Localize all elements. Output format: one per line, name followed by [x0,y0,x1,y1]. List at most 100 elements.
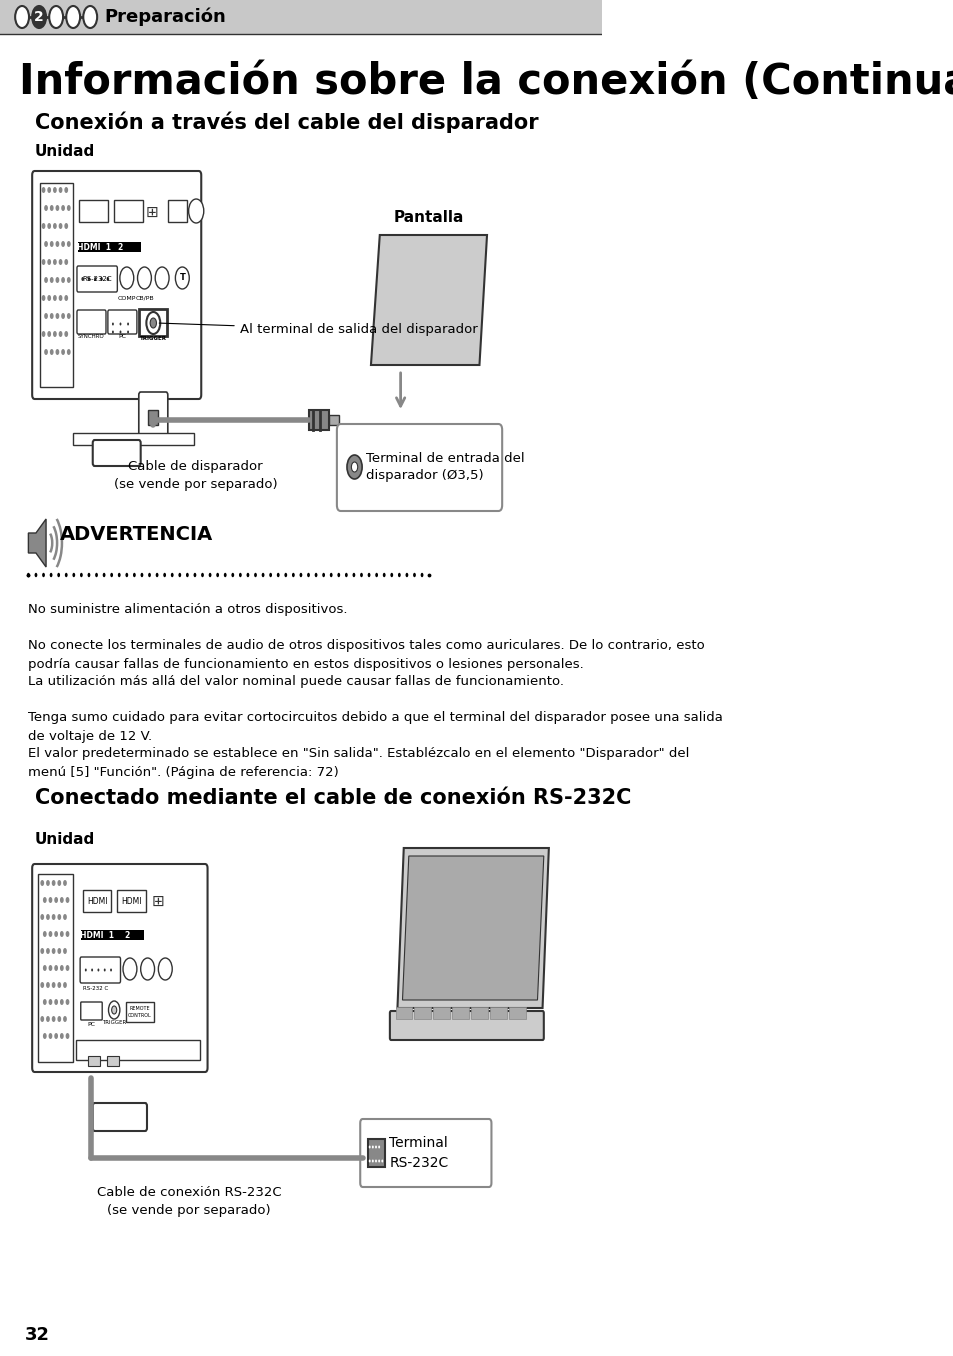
Circle shape [34,572,37,578]
FancyBboxPatch shape [414,1008,431,1018]
Circle shape [112,1006,116,1014]
Text: CB/PB: CB/PB [135,296,153,301]
Circle shape [53,296,57,301]
Text: REMOTE
CONTROL: REMOTE CONTROL [128,1006,152,1017]
Circle shape [49,1033,52,1039]
FancyBboxPatch shape [79,199,108,222]
Circle shape [261,572,264,578]
Circle shape [371,1165,372,1168]
Circle shape [364,1165,366,1168]
Circle shape [40,914,44,919]
Circle shape [72,572,75,578]
Circle shape [40,880,44,885]
Circle shape [107,277,109,281]
Text: ⊞: ⊞ [152,894,165,909]
Circle shape [123,957,136,980]
Text: 2: 2 [124,930,130,940]
Circle shape [51,880,55,885]
Circle shape [189,199,204,222]
Text: Unidad: Unidad [34,833,95,848]
Circle shape [48,331,51,338]
Circle shape [374,1165,375,1168]
Circle shape [140,572,143,578]
Text: Pantalla: Pantalla [394,209,464,225]
Circle shape [253,572,256,578]
Circle shape [50,5,63,28]
Circle shape [284,572,287,578]
Circle shape [57,880,61,885]
Text: Tenga sumo cuidado para evitar cortocircuitos debido a que el terminal del dispa: Tenga sumo cuidado para evitar cortocirc… [29,711,722,743]
Circle shape [44,348,48,355]
FancyBboxPatch shape [77,311,106,334]
Circle shape [377,1159,379,1162]
Circle shape [67,313,71,319]
Circle shape [44,241,48,247]
Circle shape [246,572,249,578]
Circle shape [42,222,46,229]
Circle shape [58,296,62,301]
FancyBboxPatch shape [81,930,144,940]
Circle shape [49,965,52,971]
Circle shape [337,572,340,578]
Circle shape [40,982,44,989]
Circle shape [61,205,65,212]
Text: Conexión a través del cable del disparador: Conexión a través del cable del disparad… [34,111,537,133]
Circle shape [299,572,302,578]
Text: Cable de conexión RS-232C
(se vende por separado): Cable de conexión RS-232C (se vende por … [97,1186,281,1216]
Circle shape [55,313,59,319]
FancyBboxPatch shape [80,957,120,983]
Text: Terminal de entrada del
disparador (Ø3,5): Terminal de entrada del disparador (Ø3,5… [366,452,524,483]
Circle shape [15,5,29,28]
Circle shape [48,187,51,193]
FancyBboxPatch shape [329,415,339,424]
Text: 2: 2 [34,9,44,24]
Circle shape [58,259,62,264]
Circle shape [375,1146,376,1149]
FancyBboxPatch shape [117,890,146,913]
Circle shape [42,296,46,301]
Circle shape [58,331,62,338]
Circle shape [376,1165,378,1168]
Circle shape [85,968,87,971]
FancyBboxPatch shape [390,1012,543,1040]
Circle shape [43,965,47,971]
Circle shape [103,572,106,578]
FancyBboxPatch shape [40,183,72,386]
Text: HDMI: HDMI [87,896,108,906]
FancyBboxPatch shape [38,875,73,1062]
Circle shape [57,982,61,989]
Circle shape [49,898,52,903]
Circle shape [186,572,189,578]
Circle shape [137,267,152,289]
Circle shape [63,914,67,919]
Circle shape [66,999,70,1005]
Text: TRIGGER: TRIGGER [140,335,167,340]
Text: PC: PC [118,334,126,339]
Circle shape [104,968,106,971]
Circle shape [112,323,113,325]
Circle shape [54,898,58,903]
FancyBboxPatch shape [32,864,208,1073]
Circle shape [377,1146,379,1149]
Circle shape [91,968,93,971]
Circle shape [381,1159,383,1162]
Circle shape [46,982,50,989]
Circle shape [42,572,45,578]
FancyBboxPatch shape [433,1008,449,1018]
Circle shape [276,572,279,578]
Circle shape [46,1016,50,1022]
Circle shape [43,999,47,1005]
FancyBboxPatch shape [452,1008,468,1018]
FancyBboxPatch shape [309,410,329,430]
Circle shape [80,572,83,578]
Circle shape [42,331,46,338]
Circle shape [64,187,68,193]
Text: La utilización más allá del valor nominal puede causar fallas de funcionamiento.: La utilización más allá del valor nomina… [29,675,564,687]
Circle shape [51,948,55,955]
Text: Conectado mediante el cable de conexión RS-232C: Conectado mediante el cable de conexión … [34,788,631,808]
Circle shape [111,572,113,578]
Text: HDMI  1: HDMI 1 [77,243,111,251]
Circle shape [46,948,50,955]
Circle shape [54,1033,58,1039]
Circle shape [50,313,53,319]
